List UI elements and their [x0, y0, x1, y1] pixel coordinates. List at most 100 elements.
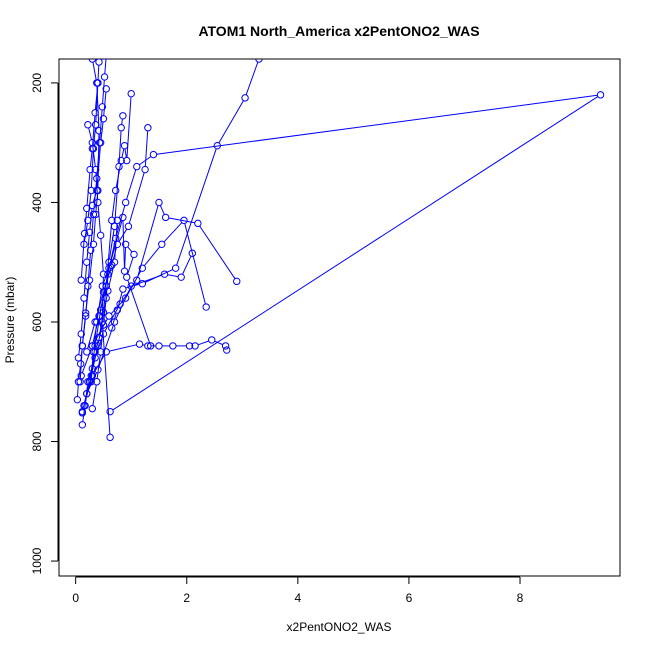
- series-segment: [97, 65, 100, 80]
- series-segment: [87, 193, 92, 218]
- data-point: [89, 240, 98, 248]
- series-segment: [95, 172, 99, 200]
- data-point: [94, 198, 102, 207]
- data-point: [113, 216, 122, 225]
- series-segment: [163, 222, 183, 243]
- series-segment: [112, 312, 117, 326]
- data-point: [194, 219, 202, 228]
- data-point: [188, 249, 197, 257]
- series-segment: [100, 238, 104, 272]
- data-point: [78, 421, 87, 429]
- data-point: [88, 404, 97, 413]
- series-segment: [197, 340, 209, 346]
- data-point: [84, 121, 92, 129]
- x-tick-label: 2: [183, 591, 190, 605]
- data-point: [119, 285, 127, 293]
- series-segment: [92, 115, 96, 146]
- data-point: [133, 276, 141, 284]
- series-segment: [87, 324, 95, 349]
- series-segment: [93, 127, 96, 146]
- data-point: [95, 333, 103, 342]
- series-segment: [105, 265, 110, 295]
- series-segment: [92, 193, 97, 203]
- data-point: [93, 318, 101, 326]
- data-point: [155, 342, 163, 350]
- data-point: [81, 309, 90, 317]
- series-segment: [104, 306, 119, 332]
- series-segment: [118, 130, 122, 164]
- y-axis-label: Pressure (mbar): [3, 277, 17, 364]
- series-segment: [92, 62, 97, 80]
- series-segment: [124, 247, 127, 269]
- data-point: [160, 270, 169, 278]
- data-point: [191, 342, 199, 350]
- series-segment: [83, 265, 88, 295]
- data-point: [88, 364, 97, 373]
- series-segment: [114, 169, 120, 224]
- data-point: [144, 124, 152, 132]
- data-point: [185, 342, 194, 350]
- series-segment: [98, 324, 114, 367]
- series-segment: [95, 340, 99, 349]
- series-segment: [102, 271, 109, 284]
- data-point: [89, 210, 98, 219]
- series-group: [73, 59, 605, 442]
- series-segment: [109, 344, 137, 352]
- data-point: [98, 103, 107, 111]
- data-point: [208, 336, 216, 344]
- data-point: [84, 378, 92, 386]
- y-tick-label: 800: [30, 431, 44, 451]
- data-point: [84, 216, 92, 225]
- data-point: [223, 346, 231, 354]
- series-segment: [114, 223, 118, 260]
- series-segment: [89, 151, 93, 167]
- chart-title: ATOM1 North_America x2PentONO2_WAS: [198, 23, 479, 39]
- series-segment: [103, 289, 107, 310]
- series-segment: [111, 193, 116, 218]
- series-segment: [117, 292, 123, 308]
- data-point: [121, 294, 130, 302]
- data-point: [98, 282, 107, 290]
- data-point: [96, 138, 105, 147]
- data-point: [202, 303, 210, 311]
- y-tick-label: 600: [30, 312, 44, 332]
- data-point: [123, 273, 131, 281]
- series-segment: [90, 355, 94, 379]
- data-point: [119, 112, 127, 120]
- series-segment: [182, 255, 192, 275]
- series-segment: [218, 100, 244, 144]
- data-point: [91, 109, 99, 117]
- data-point: [221, 342, 230, 350]
- data-point: [78, 409, 87, 417]
- data-point: [106, 407, 114, 416]
- x-axis-label: x2PentONO2_WAS: [287, 620, 392, 634]
- series-segment: [139, 156, 152, 166]
- data-point: [255, 59, 263, 63]
- data-point: [108, 324, 116, 332]
- data-point: [241, 94, 249, 102]
- data-point: [121, 240, 130, 248]
- data-point: [158, 240, 166, 248]
- data-point: [96, 231, 105, 240]
- y-tick-label: 400: [30, 192, 44, 212]
- series-segment: [126, 169, 137, 200]
- data-point: [91, 348, 99, 356]
- data-point: [113, 240, 122, 248]
- series-segment: [144, 130, 149, 167]
- x-tick-label: 0: [72, 591, 79, 605]
- series-segment: [159, 205, 165, 215]
- series-segment: [88, 127, 93, 140]
- series-segment: [245, 61, 259, 96]
- data-point: [102, 85, 110, 93]
- plot-frame: [58, 58, 621, 577]
- data-point: [88, 59, 97, 63]
- series-segment: [102, 325, 111, 435]
- series-segment: [143, 246, 161, 267]
- data-point: [180, 216, 188, 225]
- series-segment: [126, 270, 142, 296]
- data-point: [93, 378, 101, 386]
- series-segment: [84, 384, 89, 403]
- x-tick-label: 4: [294, 591, 301, 605]
- series-segment: [92, 384, 97, 406]
- series-segment: [124, 148, 127, 158]
